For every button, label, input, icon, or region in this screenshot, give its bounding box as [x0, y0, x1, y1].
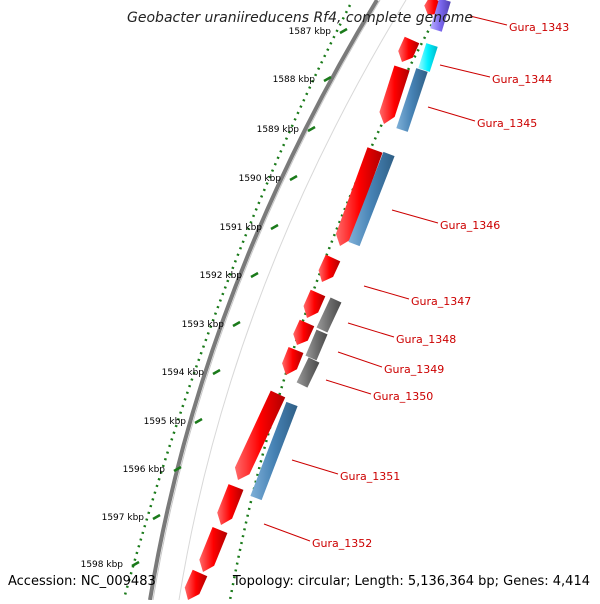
tick-label: 1598 kbp	[81, 560, 124, 570]
tick-label: 1592 kbp	[200, 271, 243, 281]
cds-arrow	[303, 289, 326, 318]
tick-mark	[307, 125, 316, 133]
gene-feature-blue	[250, 401, 298, 501]
tick-mark	[270, 223, 279, 231]
gene-label[interactable]: Gura_1347	[411, 295, 471, 308]
gene-label[interactable]: Gura_1352	[312, 537, 372, 550]
backbone-outline-left	[152, 0, 381, 601]
cds-arrow	[282, 347, 304, 375]
label-leader-line	[427, 106, 476, 122]
tick-mark	[323, 75, 332, 83]
tick-label: 1589 kbp	[257, 125, 300, 135]
tick-mark	[232, 320, 241, 328]
tick-mark	[131, 560, 140, 568]
tick-label: 1596 kbp	[123, 465, 166, 475]
gene-label[interactable]: Gura_1344	[492, 73, 552, 86]
gene-label[interactable]: Gura_1346	[440, 219, 500, 232]
tick-axis	[123, 4, 352, 596]
gene-feature-purple	[430, 0, 451, 32]
tick-label: 1593 kbp	[182, 320, 225, 330]
label-leader-line	[263, 523, 311, 542]
tick-mark	[339, 27, 348, 35]
gene-label[interactable]: Gura_1349	[384, 363, 444, 376]
tick-label: 1595 kbp	[144, 417, 187, 427]
cds-arrow	[217, 484, 244, 525]
tick-marks: 1587 kbp 1588 kbp 1589 kbp 1590 kbp 1591 kbp…	[81, 27, 348, 570]
label-leader-line	[325, 379, 372, 395]
backbone-white-band	[151, 0, 404, 603]
gene-label[interactable]: Gura_1348	[396, 333, 456, 346]
cds-arrow	[318, 254, 341, 282]
label-leader-line	[337, 351, 383, 368]
gene-labels: Gura_1343 Gura_1344 Gura_1345 Gura_1346 Gura…	[263, 15, 569, 550]
gene-feature-blue	[348, 151, 395, 247]
tick-label: 1594 kbp	[162, 368, 205, 378]
label-leader-line	[391, 209, 439, 224]
gene-feature-blue	[396, 68, 428, 132]
tick-label: 1591 kbp	[220, 223, 263, 233]
backbone-outline-right	[178, 0, 407, 601]
backbone-line	[148, 0, 379, 601]
gene-feature-gray	[296, 357, 320, 388]
tick-label: 1590 kbp	[239, 174, 282, 184]
cds-arrow	[335, 147, 383, 246]
gene-label[interactable]: Gura_1343	[509, 21, 569, 34]
label-leader-line	[439, 64, 491, 78]
tick-label: 1588 kbp	[273, 75, 316, 85]
summary-text: Topology: circular; Length: 5,136,364 bp…	[232, 574, 590, 589]
cds-arrow	[398, 36, 420, 62]
gene-label[interactable]: Gura_1351	[340, 470, 400, 483]
gene-feature-cyan	[418, 43, 438, 72]
tick-mark	[173, 465, 182, 473]
tick-label: 1597 kbp	[102, 513, 145, 523]
gene-feature-gray	[316, 297, 342, 333]
tick-mark	[152, 513, 161, 521]
label-leader-line	[363, 285, 410, 300]
tick-label: 1587 kbp	[289, 27, 332, 37]
tick-mark	[250, 271, 259, 279]
cds-arrow	[379, 65, 410, 124]
cds-arrow	[293, 319, 315, 345]
gene-label[interactable]: Gura_1345	[477, 117, 537, 130]
cds-arrow	[234, 390, 286, 480]
tick-mark	[194, 417, 203, 425]
tick-mark	[212, 368, 221, 376]
label-leader-line	[347, 322, 395, 338]
label-leader-line	[291, 459, 339, 475]
cds-arrow	[199, 526, 228, 572]
gene-features	[184, 0, 451, 600]
tick-mark	[289, 174, 298, 182]
page-title: Geobacter uraniireducens Rf4, complete g…	[127, 10, 473, 26]
cds-arrow	[184, 569, 208, 600]
accession-text: Accession: NC_009483	[8, 574, 156, 589]
gene-feature-gray	[305, 329, 328, 361]
label-leader-line	[469, 15, 508, 26]
gene-label[interactable]: Gura_1350	[373, 390, 433, 403]
